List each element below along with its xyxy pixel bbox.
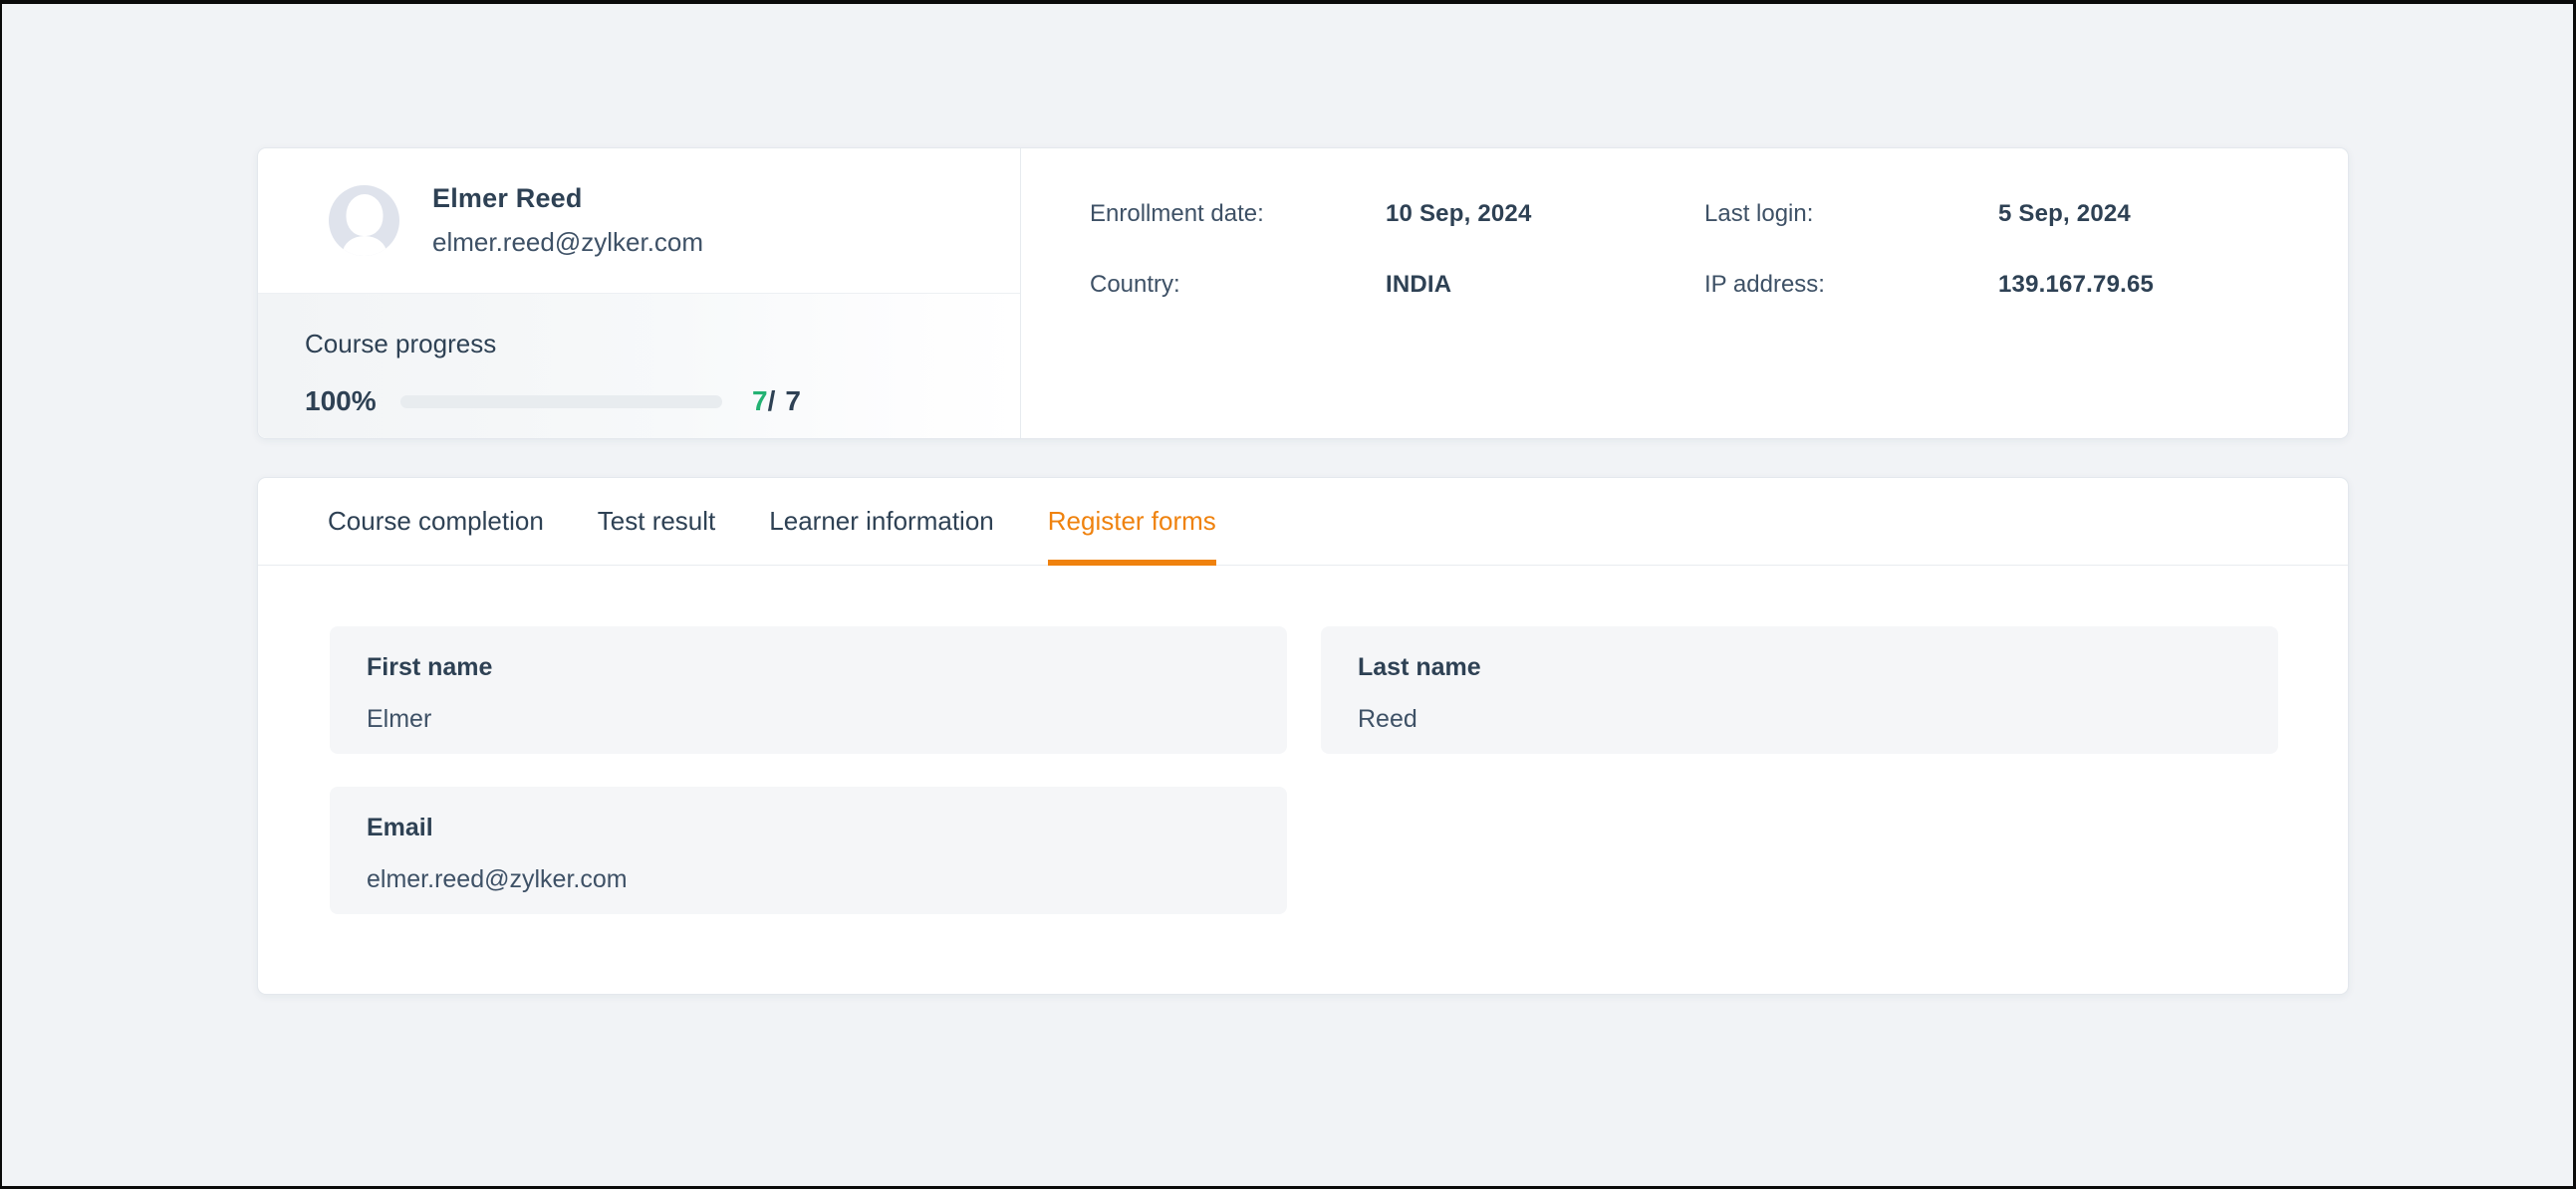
learner-email: elmer.reed@zylker.com <box>432 227 704 257</box>
learner-name: Elmer Reed <box>432 183 583 213</box>
detail-label-last-login: Last login: <box>1704 200 1814 227</box>
course-progress-label: Course progress <box>305 329 497 358</box>
course-progress-row: 100% 7/7 <box>305 385 1020 417</box>
field-email-label: Email <box>367 814 433 841</box>
field-first-name-value: Elmer <box>367 705 432 733</box>
field-last-name: Last name Reed <box>1321 626 2278 754</box>
detail-value-last-login: 5 Sep, 2024 <box>1998 200 2131 227</box>
progress-total-count: 7 <box>785 385 801 416</box>
learner-summary-card: Elmer Reed elmer.reed@zylker.com Course … <box>257 147 2349 439</box>
avatar-body-shape <box>342 236 386 256</box>
field-first-name: First name Elmer <box>330 626 1287 754</box>
field-last-name-label: Last name <box>1358 653 1481 681</box>
detail-label-enrollment-date: Enrollment date: <box>1090 200 1264 227</box>
tab-course-completion[interactable]: Course completion <box>328 506 544 536</box>
detail-label-ip-address: IP address: <box>1704 271 1825 298</box>
progress-percent: 100% <box>305 385 377 416</box>
tab-bar: Course completion Test result Learner in… <box>258 478 2348 566</box>
tab-register-forms[interactable]: Register forms <box>1047 478 1216 566</box>
progress-completed-count: 7 <box>752 385 768 416</box>
field-email-value: elmer.reed@zylker.com <box>367 865 628 893</box>
avatar-head-shape <box>346 194 383 236</box>
progress-fraction: 7/7 <box>752 385 801 417</box>
tab-learner-information[interactable]: Learner information <box>769 506 994 536</box>
progress-separator: / <box>767 385 776 416</box>
field-last-name-value: Reed <box>1358 705 1417 733</box>
course-progress-section: Course progress 100% 7/7 <box>258 294 1020 438</box>
profile-header: Elmer Reed elmer.reed@zylker.com <box>258 148 1020 294</box>
user-avatar-icon <box>329 185 399 256</box>
tab-test-result[interactable]: Test result <box>597 506 716 536</box>
detail-value-ip-address: 139.167.79.65 <box>1998 271 2155 298</box>
register-form: First name Elmer Last name Reed Email el… <box>258 566 2348 914</box>
progress-bar-track <box>400 394 722 408</box>
detail-label-country: Country: <box>1090 271 1180 298</box>
profile-identity: Elmer Reed elmer.reed@zylker.com <box>432 183 703 258</box>
detail-value-enrollment-date: 10 Sep, 2024 <box>1386 200 1532 227</box>
field-first-name-label: First name <box>367 653 493 681</box>
learner-detail-tabs-card: Course completion Test result Learner in… <box>257 477 2349 995</box>
enrollment-details-pane: Enrollment date: 10 Sep, 2024 Last login… <box>1021 148 2348 438</box>
enrollment-details-grid: Enrollment date: 10 Sep, 2024 Last login… <box>1090 200 2348 299</box>
field-email: Email elmer.reed@zylker.com <box>330 787 1287 914</box>
field-empty-slot <box>1321 787 2278 914</box>
detail-value-country: INDIA <box>1386 271 1452 298</box>
profile-pane: Elmer Reed elmer.reed@zylker.com Course … <box>258 148 1021 438</box>
